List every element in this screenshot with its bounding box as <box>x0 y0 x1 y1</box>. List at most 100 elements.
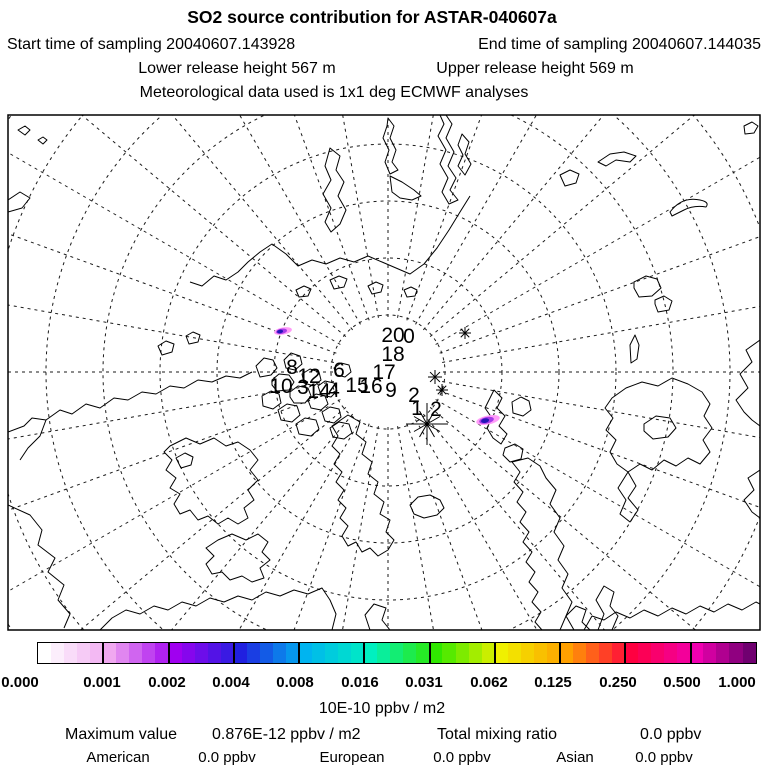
colorbar-cell <box>155 643 169 663</box>
region-value: 0.0 ppbv <box>433 749 491 766</box>
colorbar-cell <box>716 643 730 663</box>
region-name: American <box>86 749 150 766</box>
colorbar-tick-label: 0.250 <box>599 674 637 691</box>
colorbar-tick <box>493 643 496 663</box>
colorbar-cell <box>416 643 430 663</box>
colorbar-cell <box>651 643 665 663</box>
colorbar-tick <box>167 643 170 663</box>
colorbar-cell <box>103 643 117 663</box>
colorbar-cell <box>455 643 469 663</box>
lower-release-text: Lower release height 567 m <box>138 60 336 77</box>
colorbar-cell <box>612 643 626 663</box>
trajectory-point-label: 16 <box>359 375 382 398</box>
colorbar-cell <box>442 643 456 663</box>
colorbar-cell <box>181 643 195 663</box>
region-value: 0.0 ppbv <box>635 749 693 766</box>
colorbar-cell <box>690 643 704 663</box>
trajectory-point-label: 0 <box>403 325 415 348</box>
colorbar-cell <box>599 643 613 663</box>
colorbar-cell <box>494 643 508 663</box>
trajectory-point-label: 18 <box>381 343 404 366</box>
colorbar-tick <box>363 643 366 663</box>
star-islet <box>436 384 448 396</box>
colorbar-cell <box>194 643 208 663</box>
colorbar-cell <box>729 643 743 663</box>
colorbar-tick-label: 0.000 <box>1 674 39 691</box>
colorbar-cell <box>625 643 639 663</box>
colorbar-tick <box>559 643 562 663</box>
trajectory-point-label: 12 <box>297 365 320 388</box>
page-title: SO2 source contribution for ASTAR-040607… <box>187 7 557 27</box>
trajectory-point-label: 10 <box>269 375 292 398</box>
colorbar-tick-label: 0.004 <box>212 674 250 691</box>
region-name: Asian <box>556 749 594 766</box>
trajectory-point-label: 3 <box>297 376 309 399</box>
colorbar-units: 10E-10 ppbv / m2 <box>318 700 446 717</box>
colorbar-cell <box>129 643 143 663</box>
colorbar-cell <box>559 643 573 663</box>
colorbar-tick-label: 0.002 <box>148 674 186 691</box>
colorbar-cell <box>325 643 339 663</box>
trajectory-point-label: 17 <box>372 361 395 384</box>
colorbar-tick-label: 0.001 <box>83 674 121 691</box>
trajectory-point-label: 9 <box>385 379 397 402</box>
colorbar-cell <box>572 643 586 663</box>
colorbar-cell <box>429 643 443 663</box>
upper-release-text: Upper release height 569 m <box>436 60 634 77</box>
sampling-times-line: Start time of sampling 20040607.143928 E… <box>0 36 768 54</box>
colorbar-tick-label: 0.016 <box>341 674 379 691</box>
colorbar-cell <box>298 643 312 663</box>
release-location-marker <box>406 403 448 445</box>
colorbar-tick <box>232 643 235 663</box>
colorbar-cell <box>142 643 156 663</box>
colorbar-tick-label: 1.000 <box>718 674 756 691</box>
trajectory-point-label: 14 <box>307 380 331 403</box>
colorbar-cell <box>403 643 417 663</box>
colorbar <box>37 642 757 664</box>
colorbar-tick-label: 0.008 <box>276 674 314 691</box>
trajectory-point-label: 2 <box>408 384 420 407</box>
colorbar-cell <box>259 643 273 663</box>
colorbar-tick <box>689 643 692 663</box>
colorbar-cell <box>77 643 91 663</box>
colorbar-cell <box>507 643 521 663</box>
max-value-number: 0.876E-12 ppbv / m2 <box>212 726 361 743</box>
colorbar-cell <box>246 643 260 663</box>
colorbar-cell <box>90 643 104 663</box>
colorbar-cell <box>546 643 560 663</box>
trajectory-point-label: 4 <box>328 379 340 402</box>
colorbar-cell <box>351 643 365 663</box>
met-data-text: Meteorological data used is 1x1 deg ECMW… <box>139 84 529 101</box>
colorbar-cell <box>364 643 378 663</box>
trajectory-point-label: 6 <box>333 359 345 382</box>
colorbar-cell <box>168 643 182 663</box>
so2-plume <box>476 414 500 426</box>
colorbar-tick <box>102 643 105 663</box>
trajectory-point-label: 8 <box>286 356 298 379</box>
trajectory-point-label: 2 <box>430 398 442 421</box>
region-value: 0.0 ppbv <box>198 749 256 766</box>
colorbar-cell <box>703 643 717 663</box>
colorbar-tick-label: 0.062 <box>470 674 508 691</box>
coastlines <box>8 115 760 630</box>
colorbar-cell <box>233 643 247 663</box>
colorbar-tick-label: 0.500 <box>663 674 701 691</box>
region-name: European <box>319 749 385 766</box>
colorbar-cell <box>64 643 78 663</box>
colorbar-tick-labels: 0.000 0.001 0.002 0.004 0.008 0.016 0.031 0.062… <box>0 674 768 694</box>
colorbar-cell <box>311 643 326 663</box>
colorbar-cell <box>468 643 482 663</box>
colorbar-cell <box>520 643 534 663</box>
colorbar-cell <box>533 643 547 663</box>
total-mixing-ratio-label: Total mixing ratio <box>437 726 558 743</box>
colorbar-tick-label: 0.031 <box>405 674 443 691</box>
colorbar-tick-label: 0.125 <box>534 674 572 691</box>
colorbar-cell <box>38 643 52 663</box>
colorbar-cell <box>377 643 391 663</box>
colorbar-cell <box>664 643 678 663</box>
colorbar-tick <box>428 643 431 663</box>
colorbar-cell <box>272 643 286 663</box>
trajectory-point-label: 1 <box>411 397 423 420</box>
